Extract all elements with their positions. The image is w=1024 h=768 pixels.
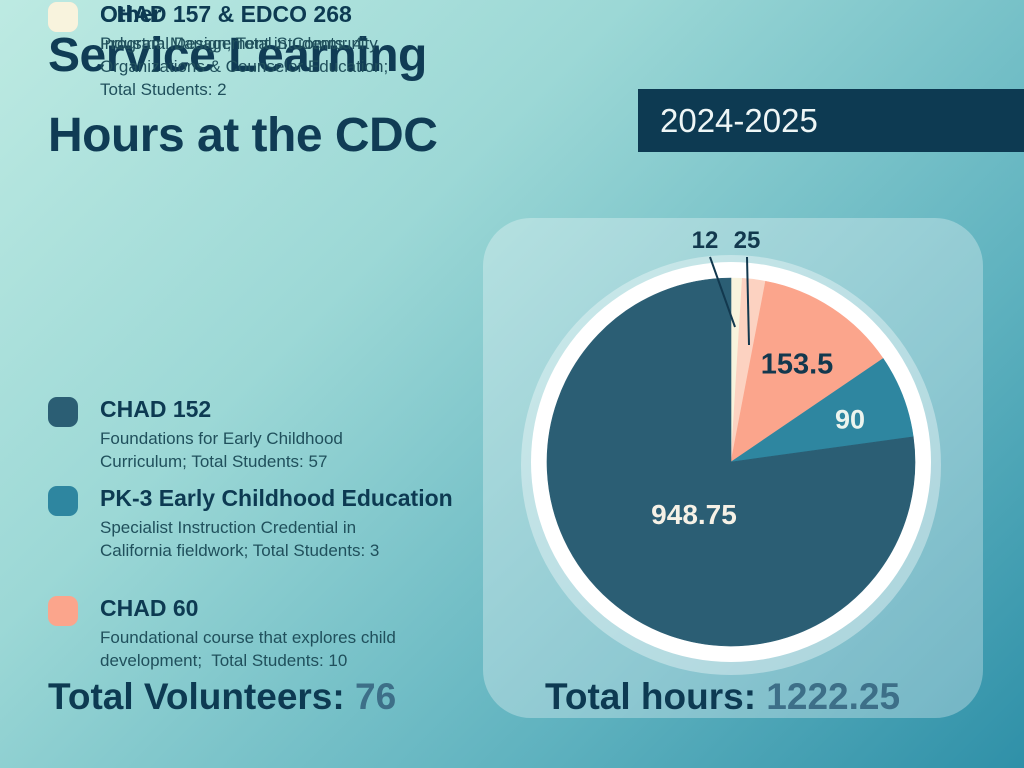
legend-item-chad157-edco268: CHAD 157 & EDCO 268 Program Management i… [48,0,460,101]
legend-desc-chad152: Foundations for Early Childhood Curricul… [100,429,343,471]
pie-value-chad152: 948.75 [651,499,737,530]
pie-slice-chad-60 [730,280,884,463]
legend-item-chad60: CHAD 60 Foundational course that explore… [48,594,460,672]
total-hours-value: 1222.25 [766,676,901,717]
total-volunteers-label: Total Volunteers: [48,676,345,717]
legend-swatch-chad60 [48,596,78,626]
year-badge: 2024-2025 [638,89,1024,152]
total-hours-label: Total hours: [545,676,757,717]
pie-value-pk3: 90 [834,404,866,435]
leader-line-chad157 [746,256,750,346]
legend-item-other: Other Industrial Design; Total Students:… [48,0,460,55]
legend-swatch-pk3 [48,486,78,516]
page-title-line-1: Service Learning [48,29,427,82]
pie-slice-chad-152 [546,277,916,647]
legend-title-pk3: PK-3 Early Childhood Education [100,485,453,511]
pie-chart [521,255,941,675]
pie-slices [546,277,916,647]
legend-swatch-chad152 [48,397,78,427]
legend-title-chad60: CHAD 60 [100,595,199,621]
legend-title-chad157-edco268: CHAD 157 & EDCO 268 [100,1,352,27]
pie-value-chad157: 25 [733,227,761,254]
total-volunteers: Total Volunteers: 76 [48,676,396,718]
legend-item-pk3: PK-3 Early Childhood Education Specialis… [48,484,460,562]
pie-value-other: 12 [691,227,719,254]
legend-desc-chad157-edco268: Program Management in Community Organiza… [100,34,389,99]
legend-item-chad152: CHAD 152 Foundations for Early Childhood… [48,395,460,473]
page-title: Service Learning Hours at the CDC [48,16,438,176]
legend-desc-chad60: Foundational course that explores child … [100,628,396,670]
pie-value-chad60: 153.5 [760,348,834,381]
total-hours: Total hours: 1222.25 [545,676,900,718]
legend-swatch-other [48,2,78,32]
leader-line-other [709,256,736,328]
legend-title-chad152: CHAD 152 [100,396,212,422]
legend-title-other: Other [100,1,162,27]
legend-desc-pk3: Specialist Instruction Credential in Cal… [100,518,380,560]
page-title-line-2: Hours at the CDC [48,109,438,162]
total-volunteers-value: 76 [355,676,397,717]
legend-desc-other: Industrial Design; Total Students: 4 [100,34,363,53]
